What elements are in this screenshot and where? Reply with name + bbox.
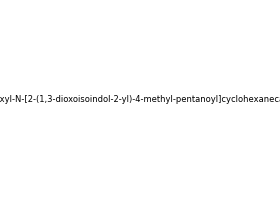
Text: N-cyclohexyl-N-[2-(1,3-dioxoisoindol-2-yl)-4-methyl-pentanoyl]cyclohexanecarboxa: N-cyclohexyl-N-[2-(1,3-dioxoisoindol-2-y… <box>0 95 280 104</box>
